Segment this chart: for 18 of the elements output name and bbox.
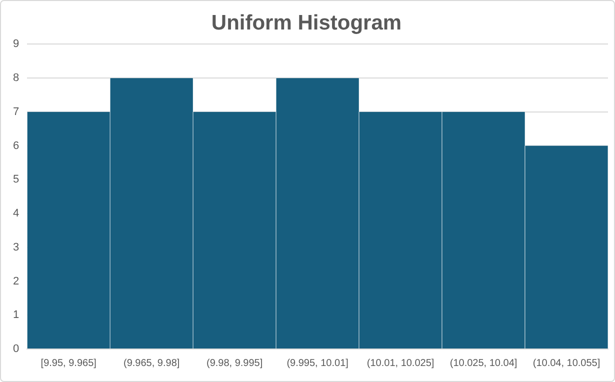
x-tick-label: (9.965, 9.98] <box>124 358 180 369</box>
x-tick-label: (10.025, 10.04] <box>450 358 518 369</box>
x-tick-label: (9.98, 9.995] <box>206 358 263 369</box>
y-tick-label: 0 <box>12 343 20 356</box>
y-tick-label: 6 <box>12 140 20 152</box>
x-tick-label: (10.01, 10.025] <box>366 358 434 369</box>
x-tick-label: (10.04, 10.055] <box>532 358 600 369</box>
chart-title: Uniform Histogram <box>211 11 402 34</box>
y-tick-label: 1 <box>12 309 20 322</box>
y-tick-label: 3 <box>12 241 20 254</box>
x-tick-label: (9.995, 10.01] <box>286 358 349 369</box>
y-tick-label: 2 <box>12 275 20 288</box>
y-tick-label: 4 <box>12 208 20 220</box>
y-tick-label: 8 <box>12 72 20 84</box>
y-tick-label: 7 <box>12 106 20 118</box>
y-tick-label: 9 <box>12 38 20 50</box>
x-tick-label: [9.95, 9.965] <box>40 358 97 369</box>
y-tick-label: 5 <box>12 174 20 186</box>
